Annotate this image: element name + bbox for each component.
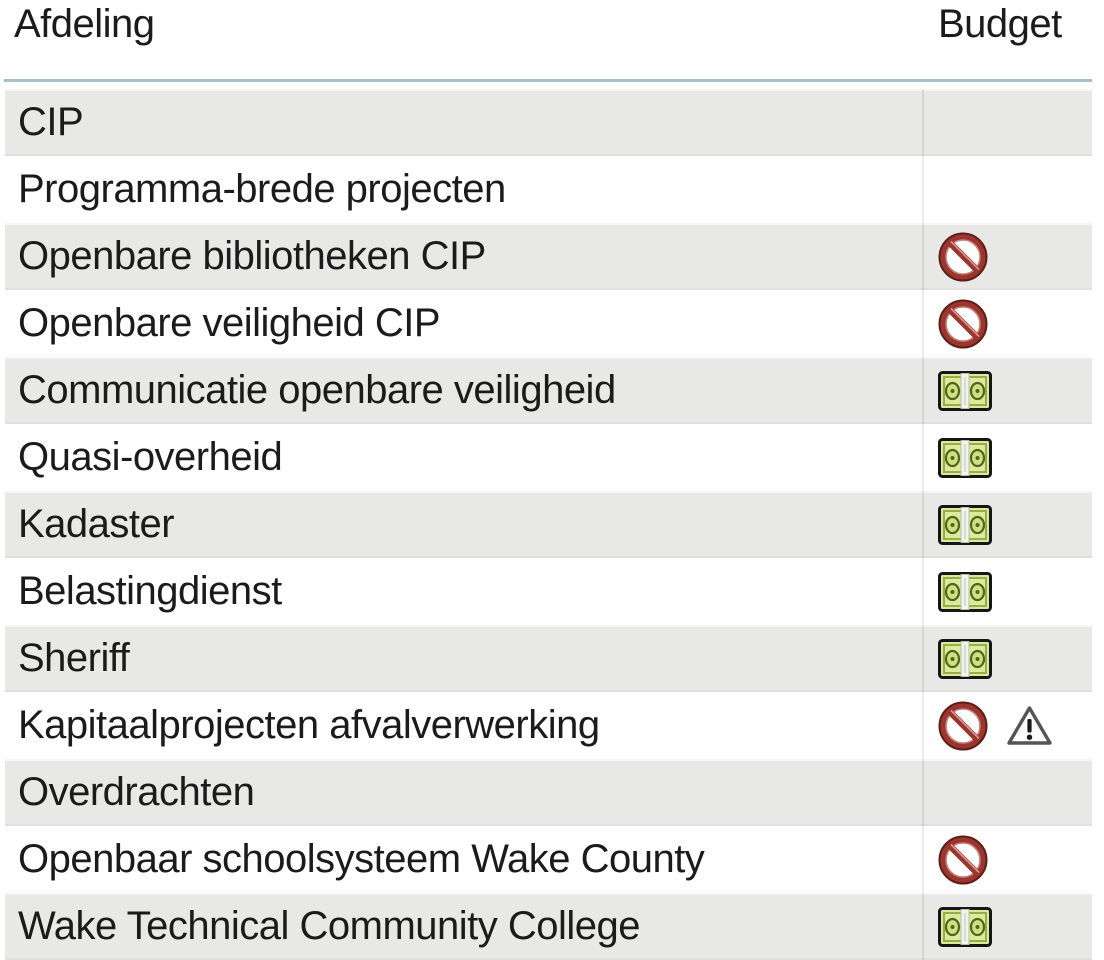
table-row[interactable]: Openbare bibliotheken CIP	[5, 223, 1092, 290]
budget-cell	[922, 89, 1092, 156]
table-body: CIP Programma-brede projecten Openbare bib…	[5, 89, 1092, 960]
table-row[interactable]: CIP	[5, 89, 1092, 156]
afdeling-cell: Openbare bibliotheken CIP	[18, 234, 486, 278]
blocked-icon	[938, 701, 988, 750]
budget-cell	[922, 625, 1092, 692]
budget-cell	[922, 893, 1092, 960]
afdeling-cell: Communicatie openbare veiligheid	[18, 368, 616, 412]
table-row[interactable]: Quasi-overheid	[5, 424, 1092, 491]
money-icon	[938, 571, 992, 612]
afdeling-cell: Kapitaalprojecten afvalverwerking	[18, 703, 600, 747]
money-icon	[938, 906, 992, 947]
afdeling-cell: Overdrachten	[18, 770, 255, 814]
afdeling-cell: Wake Technical Community College	[18, 904, 641, 948]
afdeling-cell: CIP	[18, 100, 84, 144]
budget-cell	[922, 692, 1092, 759]
money-icon	[938, 638, 992, 679]
budget-cell	[922, 558, 1092, 625]
table-row[interactable]: Kadaster	[5, 491, 1092, 558]
money-icon	[938, 370, 992, 411]
money-icon	[938, 504, 992, 545]
budget-cell	[922, 424, 1092, 491]
header-divider-rule	[4, 79, 1092, 82]
afdeling-cell: Belastingdienst	[18, 569, 282, 613]
table-row[interactable]: Openbaar schoolsysteem Wake County	[5, 826, 1092, 893]
table-row[interactable]: Programma-brede projecten	[5, 156, 1092, 223]
table-row[interactable]: Wake Technical Community College	[5, 893, 1092, 960]
budget-cell	[922, 759, 1092, 826]
budget-cell	[922, 491, 1092, 558]
table-row[interactable]: Kapitaalprojecten afvalverwerking	[5, 692, 1092, 759]
budget-cell	[922, 156, 1092, 223]
budget-cell	[922, 826, 1092, 893]
afdeling-cell: Openbare veiligheid CIP	[18, 301, 441, 345]
afdeling-cell: Quasi-overheid	[18, 435, 283, 479]
budget-cell	[922, 290, 1092, 357]
column-header-afdeling[interactable]: Afdeling	[14, 2, 155, 46]
blocked-icon	[938, 232, 988, 281]
blocked-icon	[938, 299, 988, 348]
table-row[interactable]: Openbare veiligheid CIP	[5, 290, 1092, 357]
afdeling-cell: Kadaster	[18, 502, 175, 546]
table-row[interactable]: Sheriff	[5, 625, 1092, 692]
afdeling-cell: Openbaar schoolsysteem Wake County	[18, 837, 705, 881]
budget-cell	[922, 223, 1092, 290]
table-row[interactable]: Belastingdienst	[5, 558, 1092, 625]
table-row[interactable]: Overdrachten	[5, 759, 1092, 826]
blocked-icon	[938, 835, 988, 884]
money-icon	[938, 437, 992, 478]
afdeling-cell: Programma-brede projecten	[18, 167, 506, 211]
column-header-budget[interactable]: Budget	[938, 2, 1062, 46]
budget-cell	[922, 357, 1092, 424]
warning-icon	[1007, 705, 1052, 745]
table-row[interactable]: Communicatie openbare veiligheid	[5, 357, 1092, 424]
afdeling-cell: Sheriff	[18, 636, 130, 680]
